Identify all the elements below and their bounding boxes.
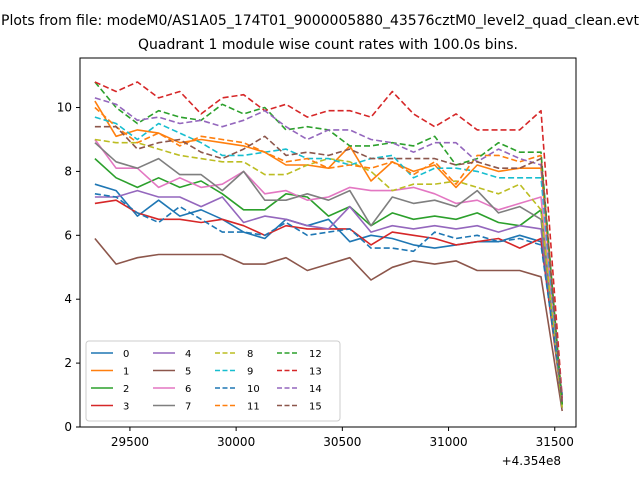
chart-title: Quadrant 1 module wise count rates with … (138, 37, 518, 53)
legend-label-1: 1 (123, 367, 129, 378)
series-line-14 (94, 97, 563, 402)
legend-label-0: 0 (123, 349, 129, 360)
legend-label-5: 5 (185, 367, 191, 378)
x-tick-label: 30500 (323, 435, 361, 449)
series-line-6 (94, 139, 563, 402)
series-line-4 (94, 189, 563, 402)
x-tick-label: 29500 (111, 435, 149, 449)
legend-box (85, 340, 341, 422)
legend-label-6: 6 (185, 384, 191, 395)
y-tick-label: 2 (64, 356, 72, 370)
series-line-9 (94, 116, 563, 405)
series-line-15 (94, 125, 563, 405)
y-tick-label: 6 (64, 228, 72, 242)
legend-label-14: 14 (309, 384, 322, 395)
legend-label-7: 7 (185, 402, 191, 413)
legend-label-11: 11 (247, 402, 260, 413)
series-line-11 (94, 106, 563, 402)
y-tick-label: 8 (64, 164, 72, 178)
x-tick-label: 31500 (536, 435, 574, 449)
legend-label-4: 4 (185, 349, 191, 360)
series-line-2 (94, 158, 563, 405)
legend-label-8: 8 (247, 349, 253, 360)
x-tick-label: 30000 (217, 435, 255, 449)
series-line-8 (94, 138, 563, 408)
x-offset-label: +4.354e8 (502, 454, 561, 468)
legend-label-15: 15 (309, 402, 322, 413)
y-tick-label: 4 (64, 292, 72, 306)
legend-label-10: 10 (247, 384, 260, 395)
axes-frame (79, 57, 577, 428)
series-line-10 (94, 193, 563, 396)
legend-label-12: 12 (309, 349, 322, 360)
legend-label-2: 2 (123, 384, 129, 395)
series-line-1 (94, 100, 563, 402)
series-line-7 (94, 142, 563, 408)
series-line-5 (94, 237, 563, 412)
x-tick-label: 31000 (429, 435, 467, 449)
series-line-13 (94, 81, 563, 399)
y-tick-label: 0 (64, 420, 72, 434)
series-line-0 (94, 183, 563, 396)
legend-label-13: 13 (309, 367, 322, 378)
y-tick-label: 10 (57, 101, 72, 115)
legend-label-9: 9 (247, 367, 253, 378)
legend-label-3: 3 (123, 402, 129, 413)
figure-suptitle: Plots from file: modeM0/AS1A05_174T01_90… (1, 13, 639, 29)
